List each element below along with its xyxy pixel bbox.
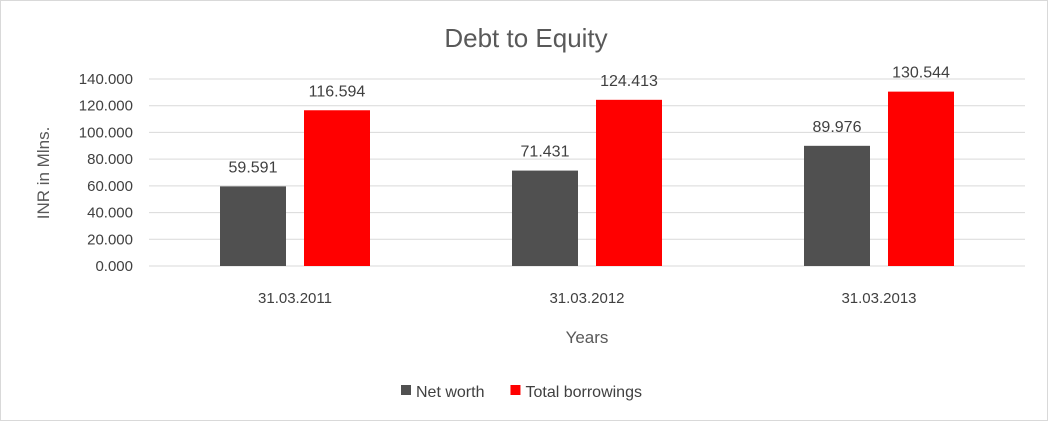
bar-total-borrowings bbox=[596, 99, 662, 266]
bar-net-worth bbox=[220, 186, 286, 266]
x-axis-ticks: 31.03.2011 31.03.2012 31.03.2013 bbox=[258, 290, 917, 307]
data-labels: 59.591 116.594 71.431 124.413 89.976 130.544 bbox=[229, 65, 950, 177]
y-axis-title: INR in Mlns. bbox=[34, 127, 53, 220]
data-label: 59.591 bbox=[229, 159, 278, 176]
y-tick-label: 40.000 bbox=[87, 205, 133, 222]
legend: Net worth Total borrowings bbox=[401, 384, 642, 401]
bar-total-borrowings bbox=[304, 110, 370, 266]
bar-total-borrowings bbox=[888, 91, 954, 266]
data-label: 130.544 bbox=[892, 65, 950, 82]
y-axis-ticks: 0.000 20.000 40.000 60.000 80.000 100.000 120.… bbox=[79, 71, 133, 275]
x-tick-label: 31.03.2012 bbox=[549, 290, 624, 307]
x-tick-label: 31.03.2011 bbox=[258, 290, 332, 307]
legend-label: Net worth bbox=[416, 384, 484, 401]
legend-swatch bbox=[401, 385, 411, 395]
data-label: 116.594 bbox=[309, 83, 366, 100]
chart-title: Debt to Equity bbox=[444, 23, 607, 53]
gridlines bbox=[149, 78, 1025, 267]
y-tick-label: 60.000 bbox=[87, 178, 133, 195]
y-tick-label: 20.000 bbox=[87, 231, 133, 248]
y-tick-label: 140.000 bbox=[79, 71, 133, 88]
bar-net-worth bbox=[804, 145, 870, 266]
y-tick-label: 120.000 bbox=[79, 98, 133, 115]
bars bbox=[220, 91, 954, 266]
data-label: 89.976 bbox=[813, 119, 862, 136]
data-label: 71.431 bbox=[521, 144, 570, 161]
y-tick-label: 80.000 bbox=[87, 151, 133, 168]
y-tick-label: 100.000 bbox=[79, 124, 133, 141]
data-label: 124.413 bbox=[600, 73, 658, 90]
x-tick-label: 31.03.2013 bbox=[841, 290, 916, 307]
x-axis-title: Years bbox=[566, 328, 609, 347]
legend-swatch bbox=[510, 385, 521, 395]
y-tick-label: 0.000 bbox=[95, 258, 133, 275]
legend-label: Total borrowings bbox=[525, 384, 642, 401]
bar-net-worth bbox=[512, 170, 578, 266]
